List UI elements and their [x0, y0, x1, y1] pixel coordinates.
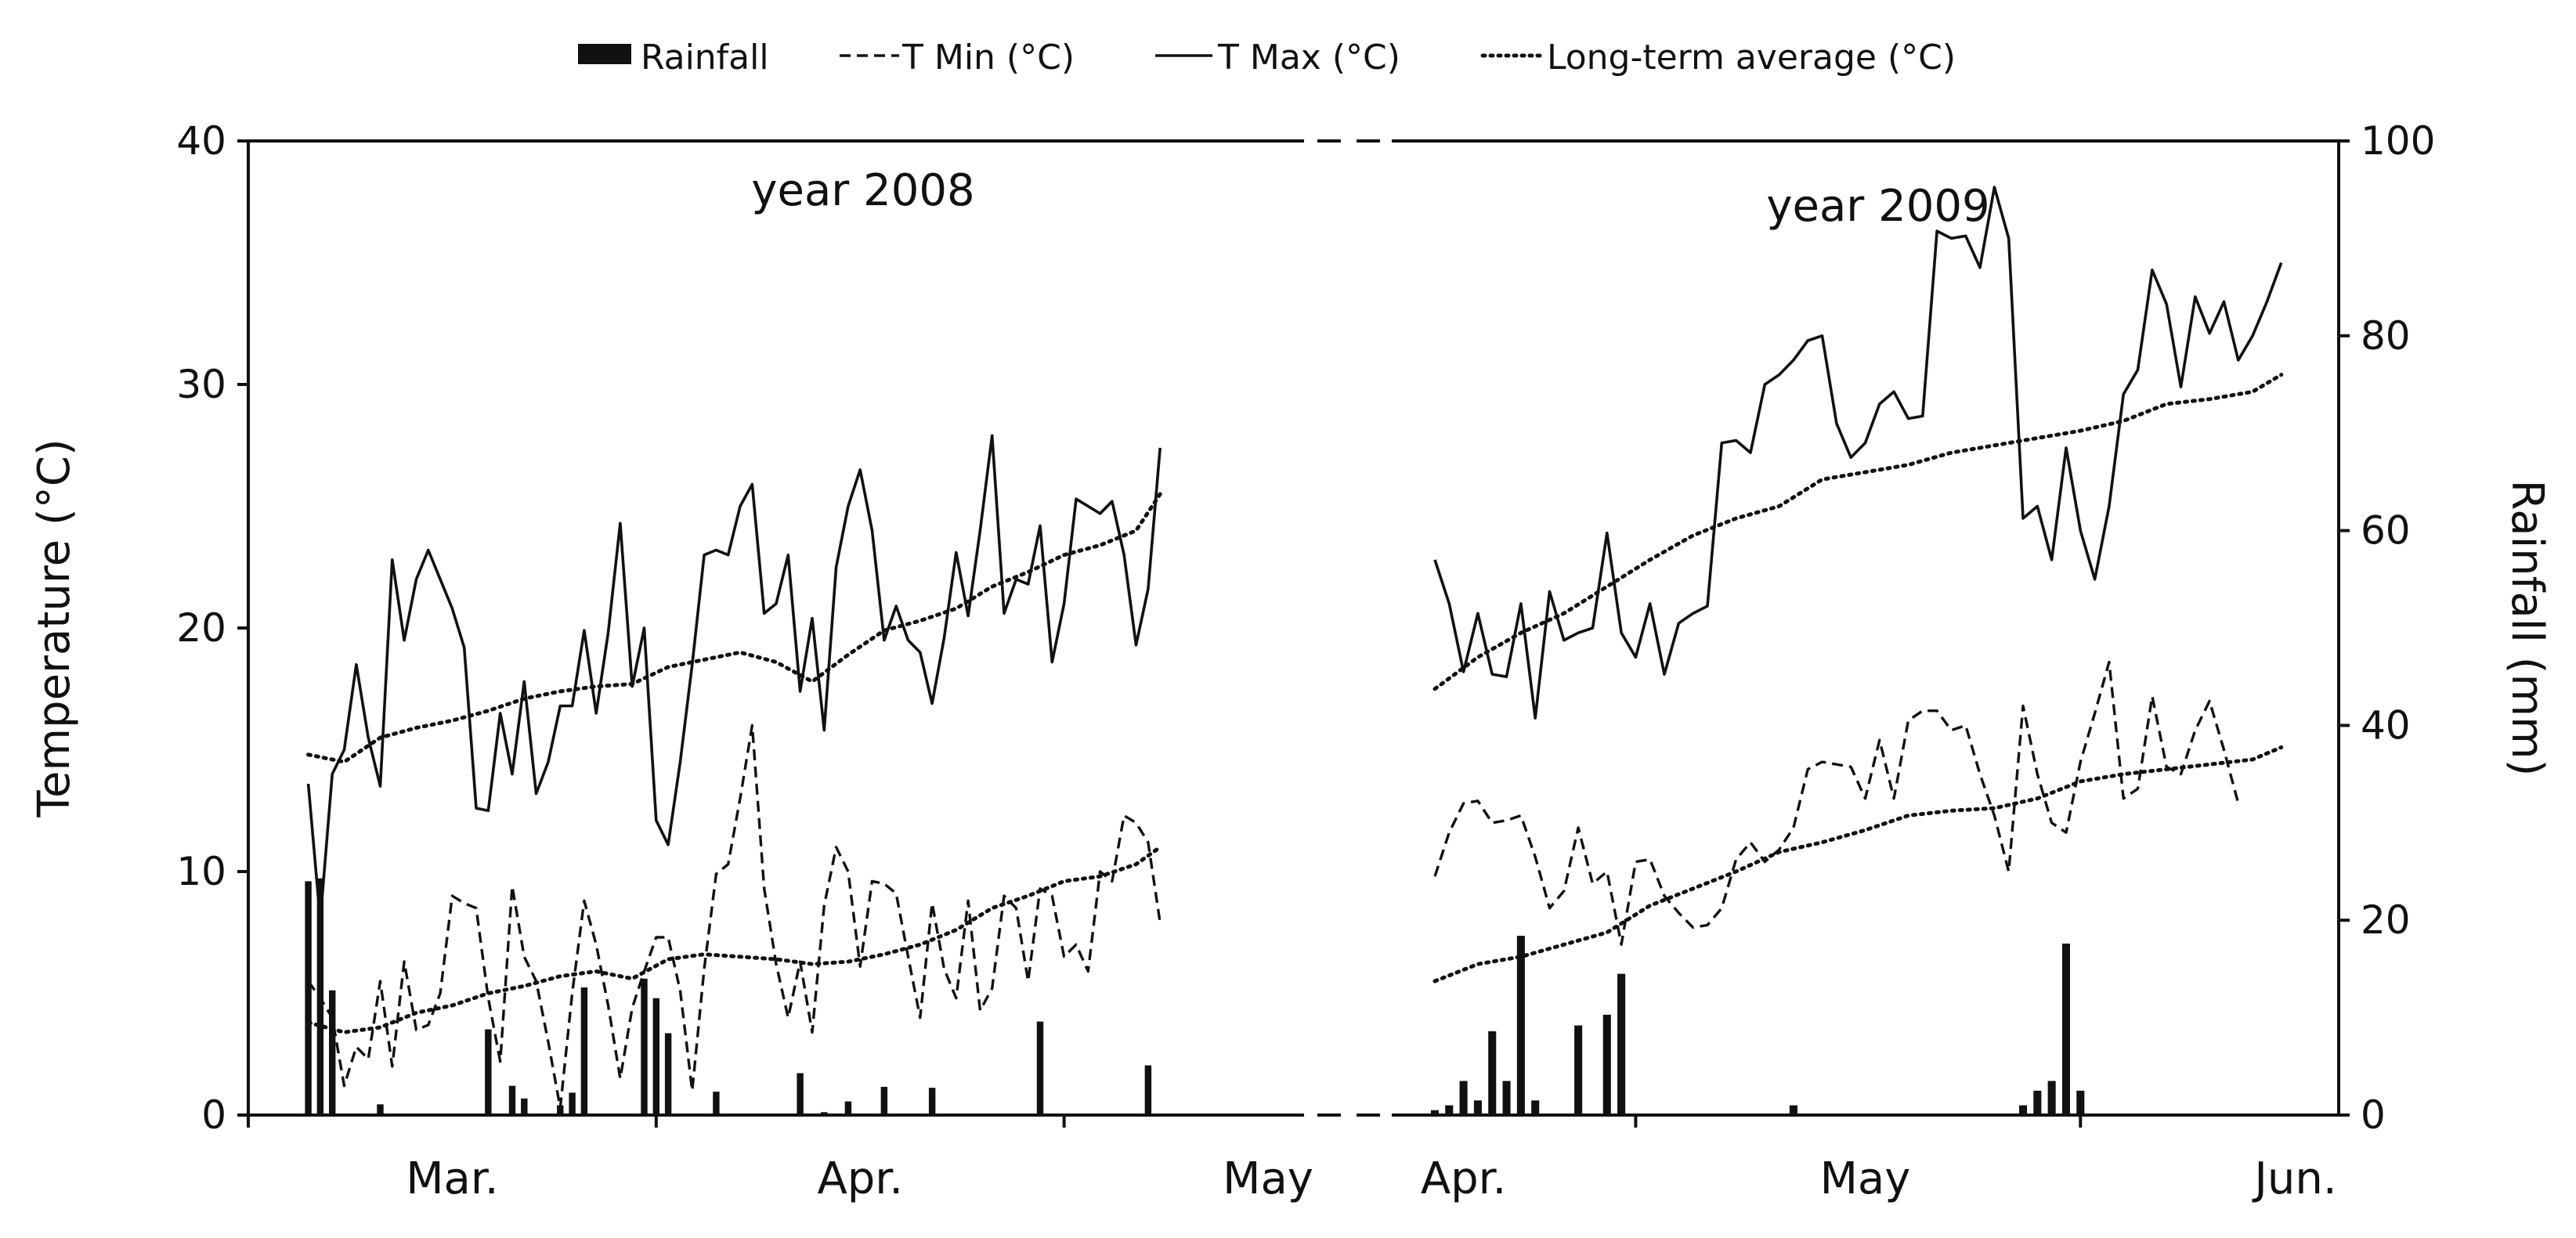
x-month-label: May [1820, 1153, 1911, 1204]
rainfall-bar [844, 1101, 852, 1115]
right-y-tick-label: 80 [2361, 313, 2411, 359]
rainfall-bar [641, 978, 648, 1115]
rainfall-bar [2033, 1090, 2042, 1115]
panel-2009: Apr. May Jun. [1421, 186, 2337, 1204]
right-y-tick-label: 100 [2361, 118, 2435, 164]
rainfall-bar [569, 1092, 576, 1115]
right-y-tick-label: 60 [2361, 508, 2411, 554]
rainfall-bar [664, 1033, 672, 1115]
x-month-label: Apr. [817, 1153, 903, 1204]
rainfall-bar [2047, 1081, 2056, 1115]
rainfall-bar [377, 1104, 384, 1115]
left-y-tick-label: 0 [201, 1092, 226, 1138]
axes-frame [247, 139, 2340, 1117]
rainfall-bar [305, 881, 312, 1115]
y-left-axis-title: Temperature (°C) [29, 439, 80, 818]
series-tmin-line [1433, 660, 2240, 947]
rainfall-bar [1488, 1031, 1497, 1115]
rainfall-bar [1502, 1081, 1511, 1115]
rainfall-bar [508, 1085, 516, 1115]
rainfall-bar [329, 990, 336, 1115]
left-y-tick-label: 40 [176, 118, 226, 164]
rainfall-bar [1144, 1065, 1152, 1115]
rainfall-bar [580, 987, 588, 1115]
x-month-label: Jun. [2252, 1153, 2336, 1204]
rainfall-bar [1516, 936, 1525, 1115]
rainfall-bar [1574, 1025, 1583, 1115]
legend-rainfall-label: Rainfall [641, 38, 769, 78]
rainfall-bar [1036, 1021, 1044, 1115]
legend-rainfall-swatch [578, 44, 631, 64]
rainfall-bar [521, 1098, 528, 1115]
legend-ltavg-label: Long-term average (°C) [1547, 38, 1956, 78]
legend-tmin-label: T Min (°C) [901, 38, 1075, 78]
left-y-tick-label: 20 [176, 605, 226, 651]
right-y-tick-label: 0 [2361, 1092, 2386, 1138]
right-y-tick-label: 40 [2361, 702, 2411, 748]
right-y-ticks: 0 20 40 60 80 100 [2339, 118, 2435, 1138]
y-right-axis-title: Rainfall (mm) [2502, 480, 2553, 777]
series-lt-tmin-line [306, 845, 1162, 1034]
left-y-ticks: 0 10 20 30 40 [176, 118, 248, 1138]
series-lt-tmin-line [1433, 745, 2284, 984]
legend: Rainfall T Min (°C) T Max (°C) Long-term… [578, 38, 1956, 78]
rainfall-bar [797, 1073, 804, 1115]
series-tmax-line [306, 434, 1162, 922]
rainfall-bar [652, 998, 660, 1115]
rainfall-bar [1617, 973, 1626, 1115]
rainfall-bar [1789, 1105, 1797, 1115]
rainfall-bar [713, 1092, 720, 1115]
x-month-label: May [1223, 1153, 1313, 1204]
panel-title-2008: year 2008 [751, 165, 974, 216]
rainfall-bar [485, 1029, 492, 1115]
x-month-label: Apr. [1421, 1153, 1507, 1204]
series-tmax-line [1433, 186, 2283, 720]
rainfall-bar [1473, 1100, 1482, 1115]
legend-tmax-label: T Max (°C) [1217, 38, 1400, 78]
rainfall-bar [1459, 1081, 1468, 1115]
rainfall-bar [1430, 1110, 1439, 1115]
rainfall-bar [1445, 1105, 1454, 1115]
series-tmin-line [307, 724, 1162, 1110]
rainfall-bar [2018, 1105, 2028, 1115]
rainfall-bar [1531, 1100, 1540, 1115]
panel-2008: Mar. Apr. May [247, 434, 1313, 1204]
rainfall-bar [928, 1088, 936, 1115]
rainfall-bar [1602, 1014, 1611, 1115]
rainfall-bar [821, 1112, 828, 1115]
rainfall-bar [557, 1105, 564, 1115]
left-y-tick-label: 30 [176, 362, 226, 407]
rainfall-bar [2076, 1090, 2085, 1115]
rainfall-bar [880, 1086, 888, 1115]
right-y-tick-label: 20 [2361, 897, 2411, 943]
series-lt-tmax-line [306, 492, 1162, 764]
left-y-tick-label: 10 [176, 849, 226, 894]
series-lt-tmax-line [1433, 373, 2284, 691]
panel-title-2009: year 2009 [1766, 181, 1989, 232]
rainfall-bar [2061, 944, 2070, 1115]
x-month-label: Mar. [406, 1153, 498, 1204]
